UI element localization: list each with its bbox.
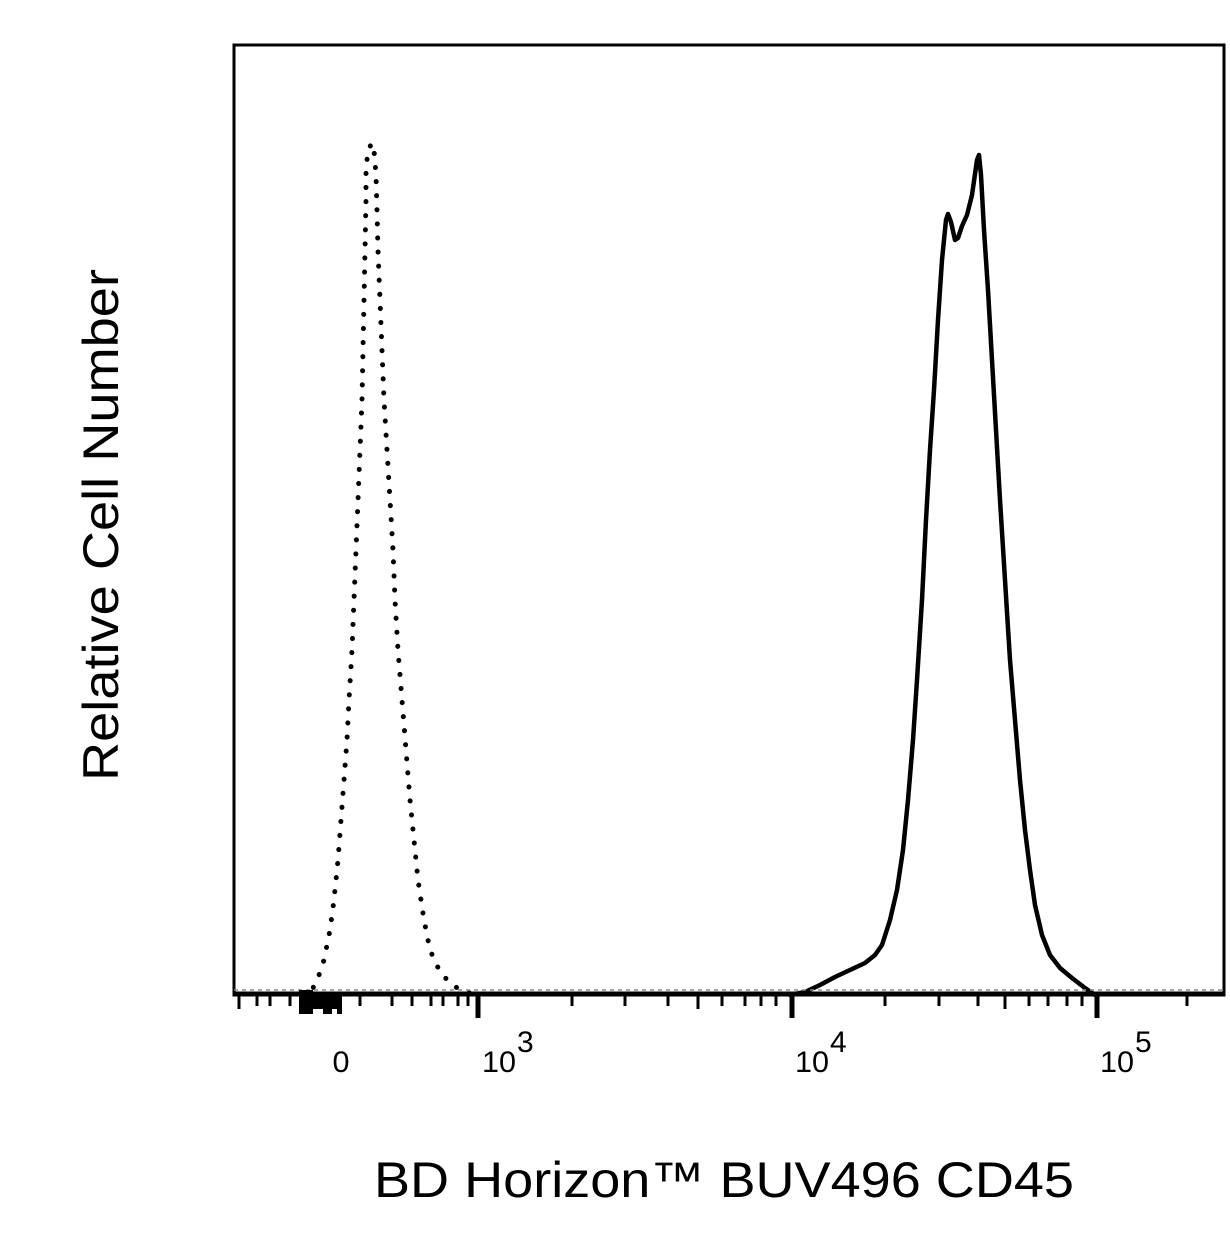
plot-frame bbox=[232, 43, 1226, 997]
y-axis-title: Relative Cell Number bbox=[73, 269, 129, 781]
tick-label-1e4-exp: 4 bbox=[830, 1026, 847, 1059]
zero-region-ticks bbox=[299, 990, 342, 1014]
tick-label-1e4-base: 10 bbox=[795, 1046, 829, 1079]
x-axis-major-ticks bbox=[475, 993, 1100, 1018]
x-axis-minor-ticks bbox=[237, 995, 1189, 1009]
tick-label-1e5-base: 10 bbox=[1100, 1046, 1134, 1079]
x-axis-tick-labels: 0 10 3 10 4 10 5 bbox=[333, 1026, 1152, 1079]
tick-label-0: 0 bbox=[333, 1046, 350, 1079]
tick-label-1e3-base: 10 bbox=[482, 1046, 516, 1079]
x-axis-title: BD Horizon™ BUV496 CD45 bbox=[374, 1152, 1074, 1208]
control-histogram-dotted bbox=[299, 136, 483, 998]
tick-label-1e5-exp: 5 bbox=[1135, 1026, 1152, 1059]
tick-label-1e3-exp: 3 bbox=[517, 1026, 534, 1059]
cd45-histogram-solid bbox=[787, 152, 1098, 998]
